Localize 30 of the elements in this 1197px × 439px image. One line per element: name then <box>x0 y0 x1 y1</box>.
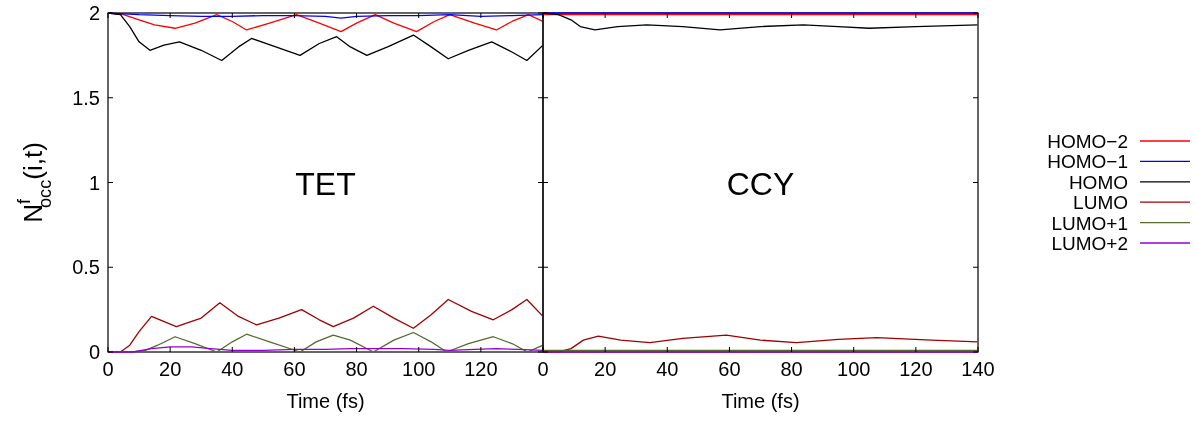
x-tick-label: 60 <box>718 358 741 380</box>
x-tick-label: 40 <box>656 358 679 380</box>
x-tick-label: 80 <box>780 358 803 380</box>
x-tick-label: 20 <box>594 358 617 380</box>
legend-label: HOMO <box>1068 171 1128 193</box>
x-tick-label: 80 <box>345 358 368 380</box>
y-tick-label: 1 <box>88 171 100 194</box>
legend-label: HOMO−2 <box>1047 131 1128 152</box>
legend-label: LUMO+2 <box>1051 233 1128 254</box>
annotation: CCY <box>726 166 795 202</box>
y-tick-label: 0.5 <box>72 256 100 279</box>
x-tick-label: 40 <box>221 358 244 380</box>
x-tick-label: 60 <box>283 358 306 380</box>
x-tick-label: 0 <box>537 358 549 380</box>
x-axis-title: Time (fs) <box>286 390 365 412</box>
x-tick-label: 0 <box>102 358 114 380</box>
x-tick-label: 120 <box>464 358 498 380</box>
y-tick-label: 1.5 <box>72 86 100 109</box>
y-tick-label: 0 <box>88 341 100 363</box>
legend-label: HOMO−1 <box>1047 151 1128 173</box>
x-tick-label: 100 <box>402 358 436 380</box>
x-tick-label: 100 <box>837 358 871 380</box>
legend-label: LUMO+1 <box>1051 212 1128 234</box>
legend-label: LUMO <box>1073 192 1128 214</box>
x-tick-label: 20 <box>159 358 182 380</box>
y-tick-label: 2 <box>88 2 100 24</box>
annotation: TET <box>295 166 356 202</box>
x-tick-label: 140 <box>961 358 995 380</box>
x-axis-title: Time (fs) <box>721 390 800 412</box>
x-tick-label: 120 <box>899 358 933 380</box>
